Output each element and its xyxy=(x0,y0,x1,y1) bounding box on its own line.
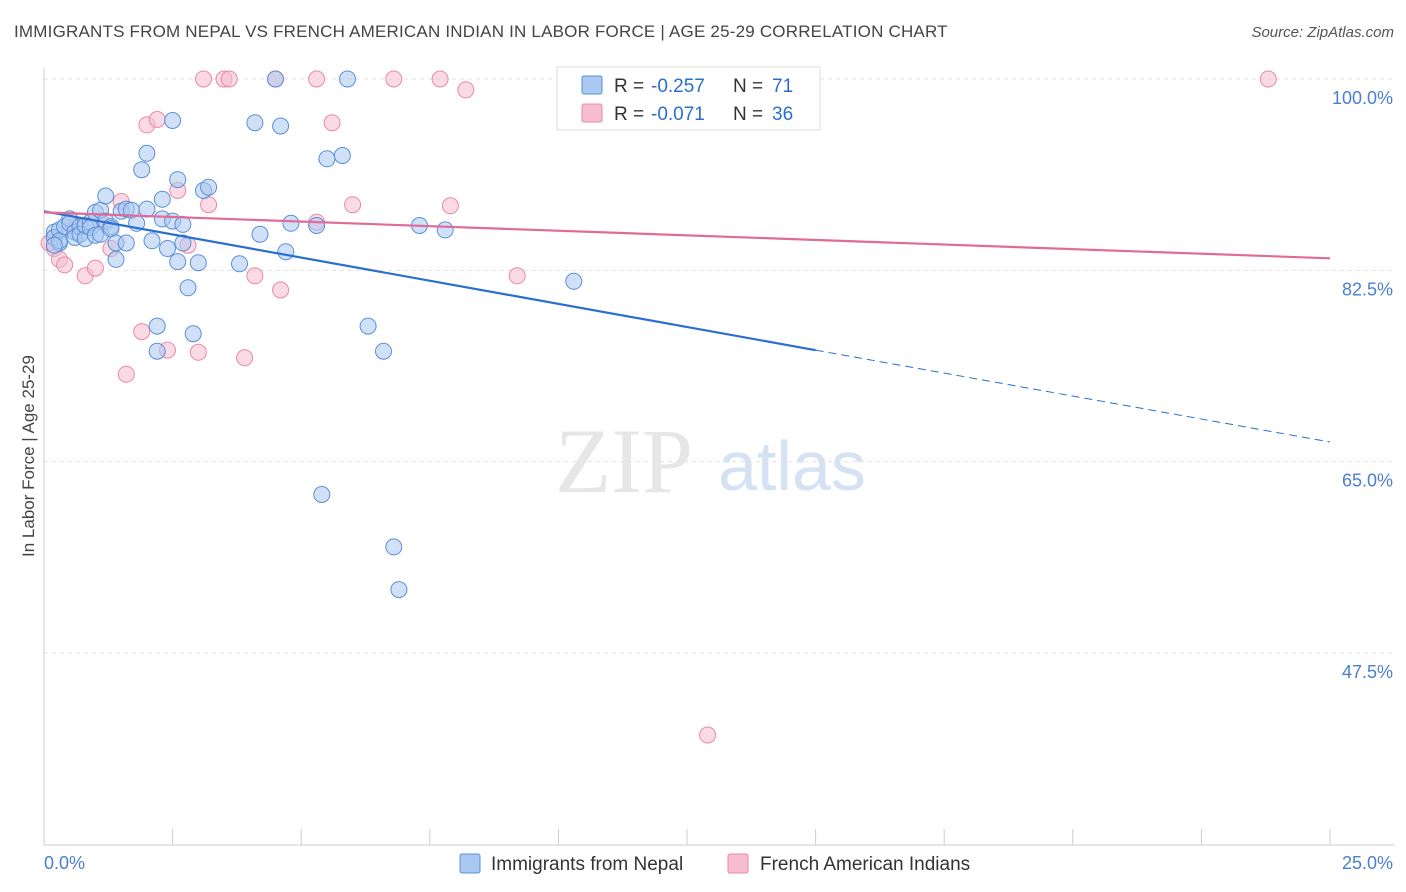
x-tick-label-1: 25.0% xyxy=(1342,853,1393,873)
watermark-atlas: atlas xyxy=(718,427,866,505)
nepal-point-38 xyxy=(153,190,171,208)
nepal-point-64 xyxy=(375,342,392,360)
y-axis-label: In Labor Force | Age 25-29 xyxy=(19,355,38,557)
nepal-point-45 xyxy=(174,215,192,233)
nepal-point-47 xyxy=(184,325,202,343)
nepal-point-36 xyxy=(148,342,166,360)
french-american-indian-point-7 xyxy=(86,259,104,277)
french-american-indian-point-34 xyxy=(457,81,475,99)
nepal-point-62 xyxy=(339,70,356,88)
y-tick-label-2: 65.0% xyxy=(1342,471,1393,491)
nepal-point-33 xyxy=(138,200,156,218)
legend-swatch-nepal xyxy=(459,853,481,874)
french-american-indian-point-11 xyxy=(133,323,151,341)
axes xyxy=(43,68,1395,846)
french-american-indian-point-32 xyxy=(431,70,449,88)
watermark-zip: ZIP xyxy=(555,410,693,512)
stats-r-label-2: R = xyxy=(614,104,644,125)
french-american-indian-point-35 xyxy=(508,267,526,285)
french-american-indian-point-27 xyxy=(308,70,326,88)
nepal-point-53 xyxy=(251,225,269,243)
nepal-point-34 xyxy=(143,232,161,250)
stats-n-value-1: 71 xyxy=(772,76,793,97)
french-american-indian-point-20 xyxy=(200,196,218,214)
stats-r-value-2: -0.071 xyxy=(651,104,705,125)
stats-n-label-1: N = xyxy=(733,76,763,97)
nepal-point-59 xyxy=(318,150,336,168)
nepal-point-69 xyxy=(565,272,583,290)
french-american-indian-point-18 xyxy=(189,343,207,361)
nepal-point-57 xyxy=(282,214,300,232)
x-tick-labels: 0.0% 25.0% xyxy=(44,853,1393,873)
french-american-indian-point-23 xyxy=(236,349,254,367)
french-american-indian-point-33 xyxy=(441,197,459,215)
french-american-indian-point-37 xyxy=(1259,70,1277,88)
nepal-point-43 xyxy=(169,253,187,271)
stats-r-value-1: -0.257 xyxy=(651,76,705,97)
nepal-point-42 xyxy=(169,171,187,189)
nepal-point-56 xyxy=(277,243,295,261)
stats-swatch-series2 xyxy=(581,103,603,123)
stats-swatch-series1 xyxy=(581,75,603,95)
x-tick-label-0: 0.0% xyxy=(44,853,85,873)
chart-title: IMMIGRANTS FROM NEPAL VS FRENCH AMERICAN… xyxy=(14,22,948,41)
nepal-point-51 xyxy=(231,255,248,273)
nepal-point-27 xyxy=(117,234,135,252)
nepal-point-58 xyxy=(308,217,326,234)
watermark: ZIP atlas xyxy=(555,410,866,512)
french-american-indian-point-22 xyxy=(220,70,238,88)
legend-swatch-french-american-indians xyxy=(727,853,749,874)
nepal-point-21 xyxy=(97,187,115,205)
nepal-point-48 xyxy=(189,254,207,272)
nepal-trend-line xyxy=(43,210,816,352)
nepal-point-40 xyxy=(164,112,182,129)
y-tick-labels: 100.0% 82.5% 65.0% 47.5% xyxy=(1332,88,1393,682)
trend-lines xyxy=(43,210,1331,443)
y-tick-label-0: 100.0% xyxy=(1332,88,1393,108)
nepal-point-68 xyxy=(436,221,454,239)
nepal-point-65 xyxy=(385,538,403,556)
french-american-indian-point-24 xyxy=(246,267,264,285)
nepal-point-63 xyxy=(359,317,377,335)
nepal-point-52 xyxy=(246,114,264,132)
french-american-indian-point-26 xyxy=(272,281,290,299)
nepal-point-60 xyxy=(313,486,331,503)
nepal-point-55 xyxy=(272,117,290,135)
stats-legend: R = -0.257 N = 71 R = -0.071 N = 36 xyxy=(556,66,821,131)
stats-n-value-2: 36 xyxy=(772,104,793,125)
french-american-indian-point-13 xyxy=(148,111,166,128)
nepal-point-35 xyxy=(148,317,166,335)
legend-label-french-american-indians: French American Indians xyxy=(760,854,970,875)
stats-n-label-2: N = xyxy=(733,104,763,125)
y-tick-label-3: 47.5% xyxy=(1342,662,1393,682)
nepal-point-25 xyxy=(107,250,125,268)
french-american-indian-trend-line xyxy=(43,211,1331,260)
french-american-indian-point-36 xyxy=(699,726,717,744)
nepal-point-70 xyxy=(45,236,63,254)
french-american-indian-point-4 xyxy=(56,256,74,274)
nepal-point-54 xyxy=(267,70,284,88)
data-points xyxy=(40,70,1277,744)
french-american-indian-point-31 xyxy=(385,70,403,88)
nepal-point-61 xyxy=(333,147,351,164)
french-american-indian-point-15 xyxy=(117,365,135,383)
nepal-point-39 xyxy=(159,240,176,257)
nepal-point-31 xyxy=(133,161,151,179)
french-american-indian-point-29 xyxy=(323,114,341,132)
nepal-point-44 xyxy=(174,234,192,252)
series-legend: Immigrants from Nepal French American In… xyxy=(459,853,970,875)
nepal-point-50 xyxy=(200,178,218,196)
stats-r-label-1: R = xyxy=(614,76,644,97)
nepal-point-32 xyxy=(138,144,156,162)
source-label: Source: ZipAtlas.com xyxy=(1251,24,1394,41)
nepal-point-66 xyxy=(390,581,408,599)
y-tick-label-1: 82.5% xyxy=(1342,279,1393,299)
nepal-trend-extension xyxy=(815,349,1331,443)
nepal-point-46 xyxy=(179,279,197,297)
french-american-indian-point-30 xyxy=(344,196,362,214)
legend-label-nepal: Immigrants from Nepal xyxy=(491,854,683,875)
french-american-indian-point-19 xyxy=(195,70,212,88)
